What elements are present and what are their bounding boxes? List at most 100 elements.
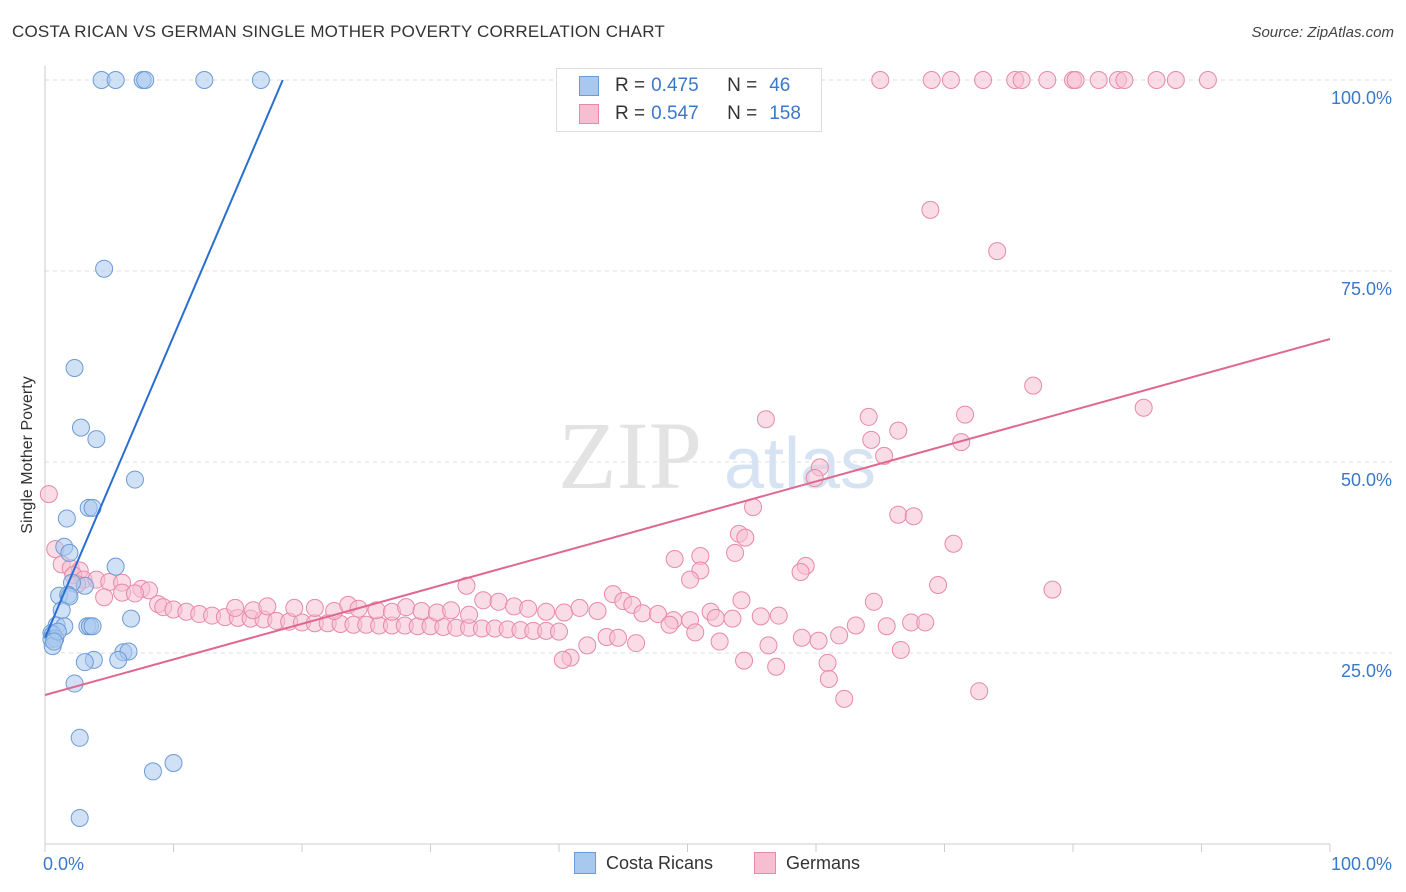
german-point [904, 507, 923, 526]
correlation-legend: R = 0.475 N = 46 R = 0.547 N = 158 [556, 68, 822, 132]
german-point [474, 591, 493, 610]
german-point [660, 615, 679, 634]
german-point [460, 605, 479, 624]
german-point [609, 628, 628, 647]
german-point [553, 650, 572, 669]
german-point [1012, 71, 1031, 89]
german-point [1038, 71, 1057, 89]
germans-points [39, 71, 1217, 708]
german-point [95, 588, 114, 607]
german-point [759, 636, 778, 655]
y-tick-label: 25.0% [1341, 661, 1392, 681]
german-point [1198, 71, 1217, 89]
german-point [627, 634, 646, 653]
source-label: Source: ZipAtlas.com [1251, 24, 1394, 41]
german-point [891, 640, 910, 659]
legend-swatch-pink [579, 104, 599, 124]
costa-rican-point [106, 557, 125, 576]
german-point [519, 599, 538, 618]
costa-rican-point [164, 754, 183, 773]
german-point [1066, 71, 1085, 89]
german-point [285, 598, 304, 617]
costa-rican-point [70, 728, 89, 747]
legend-r-label: R = [615, 75, 646, 96]
legend-label-costa-ricans: Costa Ricans [606, 852, 714, 873]
trendlines [44, 79, 1331, 696]
costa-rican-point [95, 259, 114, 278]
costa-ricans-points [42, 71, 270, 828]
german-point [846, 616, 865, 635]
german-point [706, 608, 725, 627]
costa-rican-point [83, 617, 102, 636]
german-point [818, 653, 837, 672]
german-point [726, 543, 745, 562]
legend-r-label: R = [615, 103, 646, 124]
german-point [665, 550, 684, 569]
costa-rican-point [44, 632, 63, 651]
axes [44, 66, 1331, 852]
costa-rican-point [251, 71, 270, 89]
german-point [877, 617, 896, 636]
costa-rican-point [195, 71, 214, 89]
legend-n-value: 158 [769, 103, 801, 124]
german-point [633, 604, 652, 623]
german-point [756, 410, 775, 429]
costa-rican-point [143, 762, 162, 781]
costa-rican-point [109, 650, 128, 669]
y-tick-label: 75.0% [1341, 279, 1392, 299]
y-tick-label: 100.0% [1331, 88, 1392, 108]
german-point [412, 601, 431, 620]
german-point [871, 71, 890, 89]
german-point [578, 636, 597, 655]
german-point [1024, 376, 1043, 395]
legend-swatch-blue [574, 852, 596, 874]
german-point [970, 682, 989, 701]
costa-rican-point [60, 543, 79, 562]
costa-rican-point [70, 809, 89, 828]
german-point [791, 563, 810, 582]
x-tick-label-min: 0.0% [43, 854, 84, 874]
german-point [941, 71, 960, 89]
german-point [875, 446, 894, 465]
costa-rican-point [106, 71, 125, 89]
german-point [305, 598, 324, 617]
german-point [1115, 71, 1134, 89]
german-point [916, 613, 935, 632]
german-point [751, 607, 770, 626]
x-tick-label-max: 100.0% [1331, 854, 1392, 874]
legend-n-label: N = [727, 103, 758, 124]
legend-row-germans: R = 0.547 N = 158 [579, 101, 801, 127]
german-point [767, 657, 786, 676]
legend-label-germans: Germans [786, 852, 861, 873]
german-point [921, 200, 940, 219]
german-point [956, 405, 975, 424]
costa-rican-point [87, 430, 106, 449]
legend-swatch-blue [579, 76, 599, 96]
costa-rican-point [122, 609, 141, 628]
german-point [258, 597, 277, 616]
legend-row-costa-ricans: R = 0.475 N = 46 [579, 73, 790, 99]
german-point [862, 430, 881, 449]
german-point [723, 609, 742, 628]
chart-title: COSTA RICAN VS GERMAN SINGLE MOTHER POVE… [12, 22, 665, 41]
costa-rican-point [125, 470, 144, 489]
german-point [809, 631, 828, 650]
legend-n-value: 46 [769, 75, 791, 96]
german-point [681, 570, 700, 589]
german-point [864, 592, 883, 611]
german-point [125, 584, 144, 603]
bottom-legend-germans[interactable]: Germans [754, 852, 860, 874]
german-point [988, 242, 1007, 261]
tick-labels: 25.0% 50.0% 75.0% 100.0% 0.0% 100.0% [43, 88, 1392, 874]
legend-r-value: 0.547 [651, 103, 699, 124]
bottom-legend-costa-ricans[interactable]: Costa Ricans [574, 852, 713, 874]
costa-rican-point [71, 418, 90, 437]
y-tick-label: 50.0% [1341, 470, 1392, 490]
costa-rican-trendline [44, 79, 284, 639]
german-point [735, 651, 754, 670]
german-point [819, 669, 838, 688]
german-point [570, 598, 589, 617]
costa-rican-point [65, 359, 84, 378]
costa-rican-point [136, 71, 155, 89]
